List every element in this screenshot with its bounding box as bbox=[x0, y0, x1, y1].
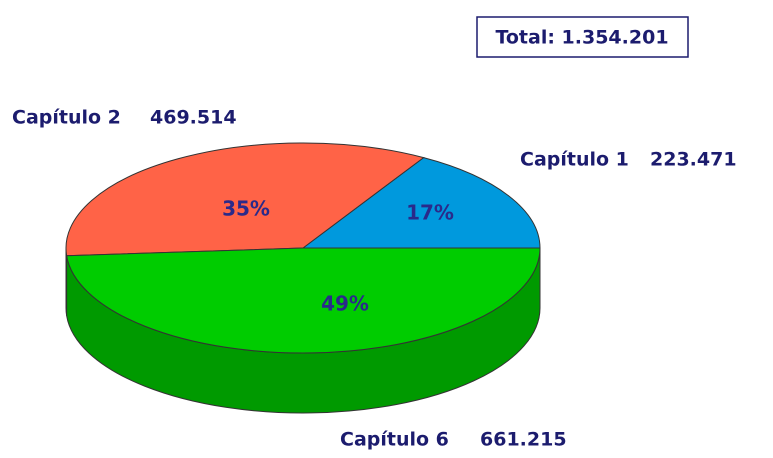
category-label: Capítulo 2 bbox=[12, 107, 121, 129]
category-label: Capítulo 1 bbox=[520, 149, 629, 171]
pie-slice bbox=[66, 247, 541, 354]
value-label: 469.514 bbox=[150, 107, 237, 129]
pie-slice bbox=[301, 157, 541, 249]
pie-slice bbox=[65, 142, 425, 257]
value-label: 223.471 bbox=[650, 149, 737, 171]
category-label: Capítulo 6 bbox=[340, 429, 449, 451]
percent-label: 35% bbox=[222, 197, 270, 221]
value-label: 661.215 bbox=[480, 429, 567, 451]
percent-label: 17% bbox=[406, 201, 454, 225]
total-box bbox=[476, 16, 689, 58]
total-label: Total: 1.354.201 bbox=[495, 27, 668, 49]
percent-label: 49% bbox=[321, 292, 369, 316]
